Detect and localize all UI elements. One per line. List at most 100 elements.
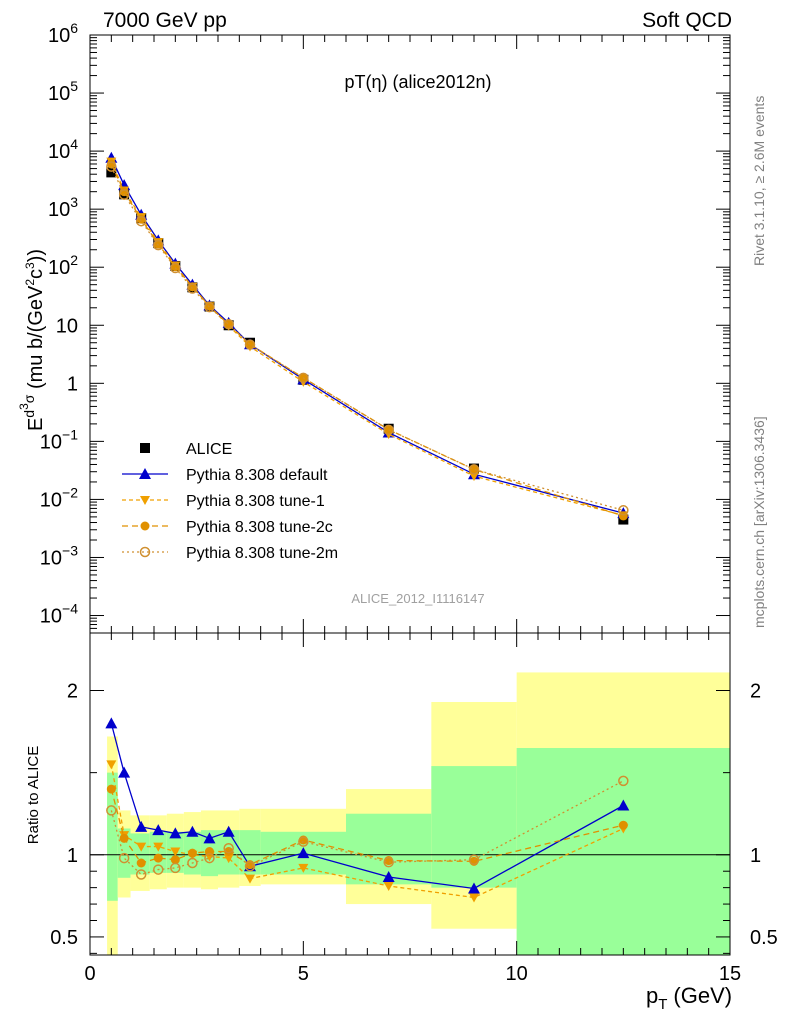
- ratio-point-default: [169, 827, 182, 839]
- x-axis-label: pT (GeV): [646, 983, 732, 1013]
- legend-marker-tune1: [140, 496, 150, 505]
- x-tick-label: 5: [298, 963, 309, 985]
- ratio-point-tune1: [136, 842, 147, 852]
- y-tick-label: 10−4: [40, 601, 78, 628]
- series-default: [105, 151, 630, 519]
- ratio-point-tune2m: [618, 775, 629, 787]
- main-ylabel: Ed3σ (mu b/(GeV2c3)): [17, 249, 47, 431]
- series-tune1: [106, 157, 629, 521]
- series-tune2m: [106, 161, 629, 516]
- ratio-series-layer: [105, 717, 630, 903]
- legend-entry-default: Pythia 8.308 default: [122, 467, 328, 484]
- series-tune2c: [106, 159, 628, 521]
- ratio-point-tune2m: [383, 856, 394, 868]
- ratio-point-tune2m: [187, 857, 198, 869]
- green-band-bin: [149, 831, 167, 873]
- ratio-point-tune2m: [153, 864, 164, 875]
- ratio-ylabel: Ratio to ALICE: [25, 746, 42, 844]
- legend-marker-data: [140, 443, 150, 453]
- rivet-version-label: Rivet 3.1.10, ≥ 2.6M events: [751, 96, 767, 266]
- main-series-layer: [105, 151, 630, 525]
- x-tick-label: 0: [84, 963, 95, 985]
- ratio-point-tune2c: [187, 848, 197, 858]
- point-tune2m: [618, 505, 629, 516]
- ratio-y-tick-label-right: 2: [750, 681, 761, 703]
- ratio-point-tune2c: [170, 855, 180, 865]
- y-tick-label: 10: [56, 315, 78, 337]
- ratio-point-default: [105, 717, 118, 729]
- legend-entry-tune2m: Pythia 8.308 tune-2m: [122, 545, 338, 562]
- point-tune2m: [187, 283, 198, 294]
- legend-label: Pythia 8.308 default: [186, 467, 328, 484]
- ratio-point-tune1: [153, 842, 164, 852]
- ratio-point-tune2c: [153, 853, 163, 863]
- y-tick-label: 106: [48, 20, 78, 47]
- ratio-point-tune2m: [298, 836, 309, 847]
- ratio-y-tick-label: 2: [67, 681, 78, 703]
- ratio-point-tune2m: [223, 842, 234, 854]
- green-band-bin: [239, 830, 261, 875]
- ratio-point-tune2c: [618, 820, 628, 830]
- series-data: [106, 167, 629, 525]
- ratio-point-tune2c: [119, 833, 129, 843]
- legend-label: Pythia 8.308 tune-2c: [186, 519, 333, 536]
- main-axes: 10−4 10−3 10−2 10−1 1 10 102 103 104 105 106: [40, 20, 731, 633]
- ratio-point-default: [186, 825, 199, 837]
- mcplots-source-label: mcplots.cern.ch [arXiv:1306.3436]: [751, 416, 767, 628]
- plot-title: pT(η) (alice2012n): [344, 72, 491, 92]
- ratio-y-tick-label: 0.5: [50, 927, 78, 949]
- point-tune2m: [244, 339, 256, 350]
- ratio-point-tune2m: [135, 869, 147, 880]
- ratio-point-tune2m: [106, 805, 117, 816]
- ratio-y-tick-label-right: 1: [750, 845, 761, 867]
- y-tick-label: 10−1: [40, 426, 78, 453]
- x-tick-label: 10: [506, 963, 528, 985]
- y-tick-label: 104: [48, 136, 78, 163]
- ratio-point-default: [617, 799, 630, 811]
- point-tune2m: [118, 189, 130, 200]
- y-tick-label: 105: [48, 78, 78, 105]
- point-tune2m: [298, 372, 309, 384]
- y-tick-label: 103: [48, 194, 78, 221]
- ratio-point-tune1: [298, 863, 309, 873]
- legend-marker-tune2c: [140, 521, 150, 531]
- point-tune2m: [153, 239, 164, 251]
- ratio-point-tune1: [469, 893, 479, 903]
- point-tune2m: [170, 262, 181, 274]
- ratio-point-tune2m: [468, 854, 480, 865]
- legend-entry-tune2c: Pythia 8.308 tune-2c: [122, 519, 333, 536]
- x-tick-label: 15: [719, 963, 741, 985]
- ratio-point-tune2c: [106, 784, 116, 794]
- legend-label: Pythia 8.308 tune-2m: [186, 545, 338, 562]
- ratio-point-tune1: [106, 760, 117, 770]
- point-tune2m: [383, 424, 394, 436]
- green-band-bin: [431, 766, 517, 888]
- legend-entry-tune1: Pythia 8.308 tune-1: [122, 493, 325, 510]
- ratio-point-default: [203, 832, 216, 844]
- legend: ALICE Pythia 8.308 default Pythia 8.308 tu…: [122, 441, 338, 562]
- ratio-point-tune1: [223, 854, 234, 864]
- series-line-tune2m: [110, 166, 624, 511]
- ratio-y-tick-label-right: 0.5: [750, 927, 778, 949]
- ratio-point-default: [135, 820, 148, 832]
- series-line-default: [110, 157, 624, 514]
- ratio-point-default: [297, 847, 310, 859]
- ratio-point-default: [382, 870, 395, 882]
- ratio-point-default: [118, 766, 131, 778]
- y-tick-label: 10−3: [40, 542, 78, 569]
- y-tick-label: 1: [67, 373, 78, 395]
- green-band-bin: [516, 748, 730, 955]
- y-tick-label: 102: [48, 252, 78, 279]
- ratio-uncertainty-bands: [90, 672, 730, 955]
- ratio-point-tune1: [383, 882, 394, 891]
- y-tick-label: 10−2: [40, 484, 78, 511]
- ratio-point-default: [152, 824, 165, 836]
- ratio-point-default: [468, 882, 480, 894]
- point-tune1: [469, 472, 479, 482]
- legend-label: Pythia 8.308 tune-1: [186, 493, 325, 510]
- series-line-tune2c: [110, 163, 624, 517]
- ratio-point-tune2c: [224, 847, 234, 856]
- point-tune2c: [469, 464, 479, 474]
- ratio-series-default: [105, 717, 630, 894]
